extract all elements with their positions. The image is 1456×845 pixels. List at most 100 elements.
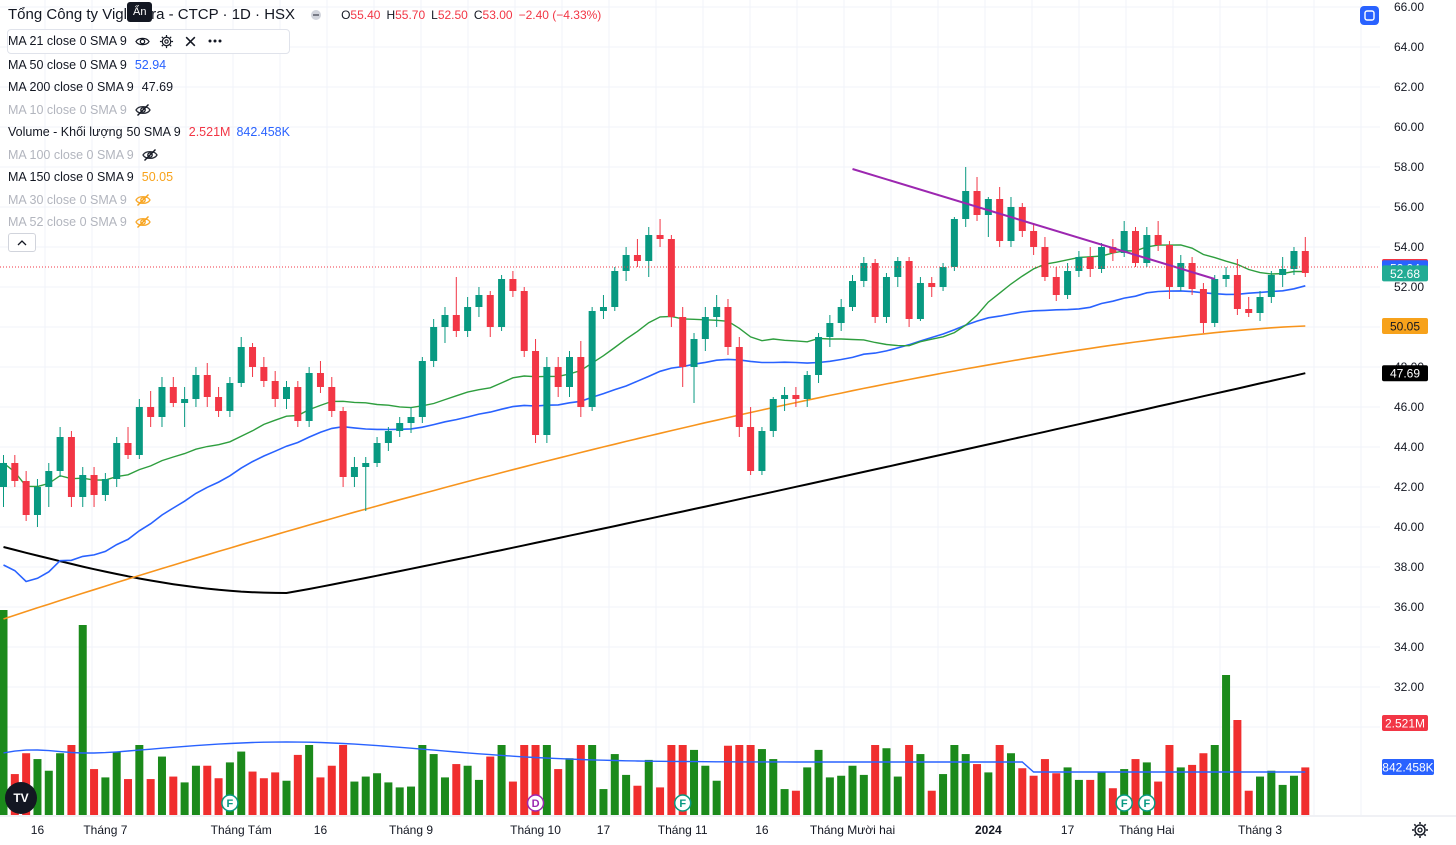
- legend-row[interactable]: MA 200 close 0 SMA 9 47.69: [8, 76, 290, 99]
- volume-bar: [1086, 779, 1095, 815]
- volume-bar: [1289, 775, 1298, 815]
- candle-body: [350, 467, 358, 477]
- price-badge-label: 842.458K: [1382, 761, 1433, 775]
- candle-body: [577, 357, 585, 407]
- legend-row[interactable]: MA 100 close 0 SMA 9: [8, 144, 290, 167]
- legend-value: 842.458K: [236, 125, 290, 140]
- volume-bar: [678, 745, 687, 815]
- candle-body: [588, 311, 596, 407]
- candle-body: [407, 417, 415, 423]
- eye-off-icon[interactable]: [135, 214, 151, 230]
- event-marker-label: D: [532, 798, 540, 810]
- collapse-legend-button[interactable]: [8, 233, 36, 252]
- legend-name: Volume - Khối lượng: [8, 125, 123, 140]
- candle-body: [1211, 279, 1219, 323]
- ohlc-value: −2.40 (−4.33%): [518, 7, 602, 22]
- x-tick-label: Tháng 10: [510, 823, 561, 837]
- y-tick-label: 64.00: [1394, 40, 1424, 54]
- volume-bar: [1222, 675, 1231, 815]
- legend-row[interactable]: MA 21 close 0 SMA 9: [7, 29, 290, 54]
- gear-icon[interactable]: [159, 33, 175, 49]
- candle-body: [735, 347, 743, 427]
- volume-bar: [837, 775, 846, 815]
- candle-body: [1188, 263, 1196, 289]
- volume-bar: [282, 780, 291, 815]
- y-tick-label: 62.00: [1394, 80, 1424, 94]
- y-tick-label: 42.00: [1394, 480, 1424, 494]
- volume-bar: [656, 787, 665, 815]
- candle-body: [962, 191, 970, 219]
- legend-sub: 50 SMA 9: [126, 125, 181, 140]
- eye-off-icon[interactable]: [135, 102, 151, 118]
- candle-body: [939, 267, 947, 287]
- close-icon[interactable]: [183, 33, 199, 49]
- x-tick-label: Tháng 9: [389, 823, 433, 837]
- candle-body: [645, 235, 653, 261]
- minimize-icon[interactable]: [311, 9, 322, 20]
- volume-bar: [350, 781, 359, 815]
- volume-bar: [939, 774, 948, 815]
- ohlc-key: C: [473, 7, 483, 22]
- volume-bar: [90, 769, 99, 815]
- volume-bar: [0, 610, 8, 815]
- volume-bar: [1154, 781, 1163, 815]
- eye-off-icon[interactable]: [135, 192, 151, 208]
- volume-bar: [463, 765, 472, 815]
- candle-body: [498, 279, 506, 327]
- candle-body: [803, 375, 811, 399]
- candle-body: [679, 317, 687, 367]
- square-icon: [1364, 10, 1375, 21]
- eye-icon[interactable]: [135, 33, 151, 49]
- gear-icon[interactable]: [1411, 821, 1429, 839]
- ma200-line: [3, 372, 1306, 595]
- candle-body: [339, 411, 347, 477]
- eye-off-icon[interactable]: [142, 147, 158, 163]
- candle-body: [1177, 263, 1185, 287]
- volume-bar: [180, 782, 189, 815]
- y-tick-label: 60.00: [1394, 120, 1424, 134]
- legend-row[interactable]: Volume - Khối lượng 50 SMA 9 2.521M 842.458…: [8, 121, 290, 144]
- candle-body: [1064, 271, 1072, 295]
- candle-body: [1007, 207, 1015, 241]
- candle-body: [56, 437, 64, 471]
- candle-body: [271, 381, 279, 399]
- price-badge-label: 50.05: [1390, 320, 1420, 334]
- legend-row[interactable]: MA 30 close 0 SMA 9: [8, 189, 290, 212]
- more-icon[interactable]: [207, 33, 223, 49]
- x-tick-label: 2024: [975, 823, 1002, 837]
- volume-sma-line: [3, 741, 1306, 773]
- settings-toggle-button[interactable]: [1360, 6, 1379, 25]
- volume-bar: [1029, 775, 1038, 815]
- volume-bar: [1176, 767, 1185, 815]
- volume-bar: [1233, 720, 1242, 815]
- candle-body: [1109, 247, 1117, 253]
- volume-bar: [848, 765, 857, 815]
- volume-bar: [791, 790, 800, 815]
- candle-body: [475, 295, 483, 307]
- candle-body: [158, 387, 166, 417]
- volume-bar: [1108, 788, 1117, 815]
- volume-bar: [746, 745, 755, 815]
- volume-bar: [508, 781, 517, 815]
- volume-bar: [452, 764, 461, 815]
- legend-row[interactable]: MA 150 close 0 SMA 9 50.05: [8, 166, 290, 189]
- candle-body: [837, 307, 845, 323]
- volume-bar: [1120, 769, 1129, 815]
- volume-bar: [1278, 784, 1287, 815]
- candle-body: [452, 315, 460, 331]
- candle-body: [1030, 231, 1038, 247]
- ohlc-readout: O55.40 H55.70 L52.50 C53.00 −2.40 (−4.33%): [341, 8, 601, 22]
- candle-body: [996, 199, 1004, 241]
- legend-row[interactable]: MA 10 close 0 SMA 9: [8, 99, 290, 122]
- candle-body: [22, 481, 30, 515]
- volume-bar: [395, 787, 404, 815]
- volume-bar: [520, 745, 529, 815]
- volume-bar: [723, 745, 732, 815]
- y-tick-label: 36.00: [1394, 600, 1424, 614]
- legend-row[interactable]: MA 50 close 0 SMA 9 52.94: [8, 54, 290, 77]
- price-badge: [1382, 318, 1428, 334]
- candle-body: [724, 307, 732, 347]
- legend-row[interactable]: MA 52 close 0 SMA 9: [8, 211, 290, 234]
- volume-bar: [973, 764, 982, 815]
